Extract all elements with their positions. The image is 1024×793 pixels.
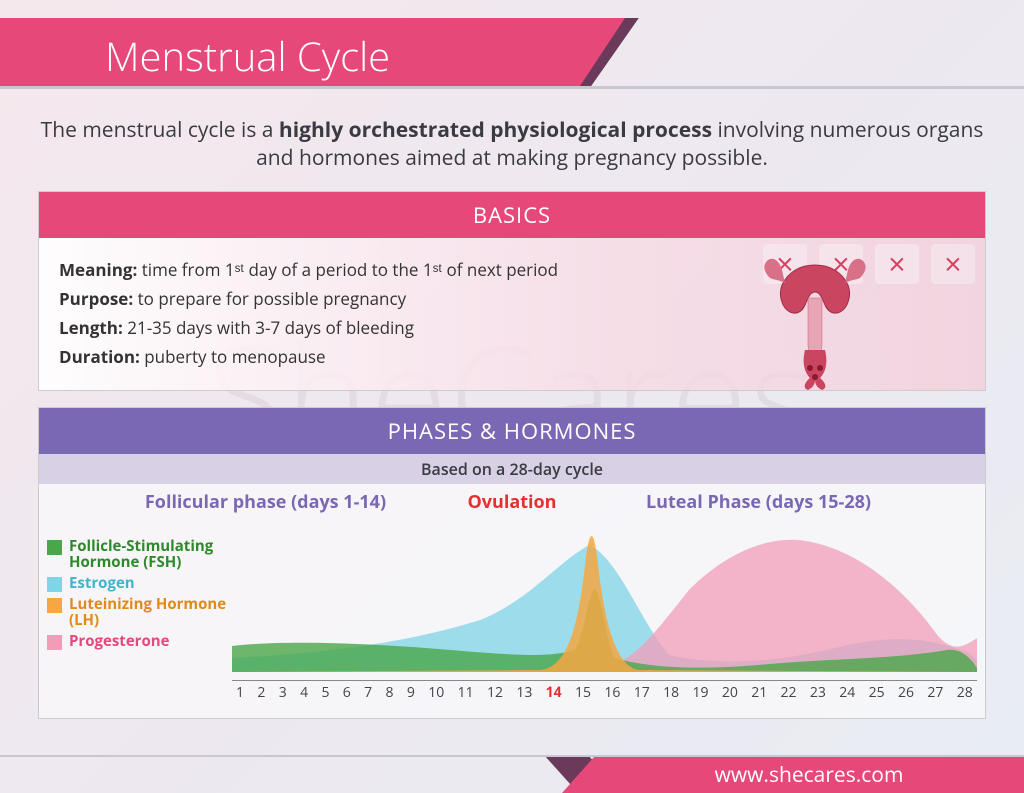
phase-labels-row: Follicular phase (days 1-14) Ovulation L… <box>39 484 985 516</box>
xaxis-day: 3 <box>279 683 287 702</box>
label-follicular: Follicular phase (days 1-14) <box>69 490 462 514</box>
swatch-estrogen <box>47 577 62 592</box>
basics-body: Meaning: time from 1ˢᵗ day of a period t… <box>39 238 985 390</box>
calendar-x-icon: × <box>931 244 975 284</box>
phases-section: PHASES & HORMONES Based on a 28-day cycl… <box>38 407 986 719</box>
phases-subnote: Based on a 28-day cycle <box>39 454 985 484</box>
title-underline <box>0 86 1024 89</box>
legend-fsh: Follicle-Stimulating Hormone (FSH) <box>47 538 232 571</box>
footer: www.shecares.com <box>0 753 1024 793</box>
phases-header: PHASES & HORMONES <box>39 408 985 454</box>
swatch-fsh <box>47 540 62 555</box>
xaxis-day: 16 <box>604 683 620 702</box>
xaxis-day: 13 <box>516 683 532 702</box>
chart-area: Follicle-Stimulating Hormone (FSH) Estro… <box>39 516 985 718</box>
intro-bold: highly orchestrated physiological proces… <box>279 116 712 144</box>
hormone-legend: Follicle-Stimulating Hormone (FSH) Estro… <box>47 520 232 710</box>
basics-header: BASICS <box>39 192 985 238</box>
calendar-x-icon: × <box>875 244 919 284</box>
xaxis-day: 9 <box>407 683 415 702</box>
swatch-lh <box>47 598 62 613</box>
xaxis-day: 22 <box>781 683 797 702</box>
uterus-icon <box>760 250 870 390</box>
footer-url: www.shecares.com <box>594 757 1024 793</box>
xaxis-day: 25 <box>869 683 885 702</box>
xaxis-day: 28 <box>957 683 973 702</box>
xaxis-day: 27 <box>927 683 943 702</box>
intro-pre: The menstrual cycle is a <box>41 116 279 144</box>
xaxis-day: 8 <box>386 683 394 702</box>
xaxis-day: 14 <box>546 683 562 702</box>
legend-estrogen: Estrogen <box>47 575 232 592</box>
legend-lh: Luteinizing Hormone (LH) <box>47 596 232 629</box>
xaxis-day: 20 <box>722 683 738 702</box>
xaxis-day: 11 <box>458 683 474 702</box>
xaxis-day: 7 <box>364 683 372 702</box>
xaxis-day: 10 <box>428 683 444 702</box>
chart-x-axis: 1234567891011121314151617181920212223242… <box>232 680 977 702</box>
xaxis-day: 5 <box>321 683 329 702</box>
xaxis-day: 1 <box>236 683 244 702</box>
hormone-chart: 1234567891011121314151617181920212223242… <box>232 520 977 710</box>
xaxis-day: 26 <box>898 683 914 702</box>
xaxis-day: 15 <box>575 683 591 702</box>
basics-section: BASICS Meaning: time from 1ˢᵗ day of a p… <box>38 191 986 391</box>
title-banner: Menstrual Cycle <box>0 18 1024 98</box>
xaxis-day: 18 <box>663 683 679 702</box>
xaxis-day: 4 <box>300 683 308 702</box>
xaxis-day: 12 <box>487 683 503 702</box>
xaxis-day: 17 <box>634 683 650 702</box>
xaxis-day: 23 <box>810 683 826 702</box>
intro-paragraph: The menstrual cycle is a highly orchestr… <box>0 98 1024 183</box>
xaxis-day: 21 <box>751 683 767 702</box>
page-title: Menstrual Cycle <box>105 28 390 83</box>
xaxis-day: 24 <box>839 683 855 702</box>
xaxis-day: 6 <box>343 683 351 702</box>
label-ovulation: Ovulation <box>462 490 562 514</box>
xaxis-day: 19 <box>692 683 708 702</box>
chart-svg <box>232 520 977 680</box>
label-luteal: Luteal Phase (days 15-28) <box>562 490 955 514</box>
xaxis-day: 2 <box>257 683 265 702</box>
swatch-progesterone <box>47 635 62 650</box>
legend-progesterone: Progesterone <box>47 633 232 650</box>
